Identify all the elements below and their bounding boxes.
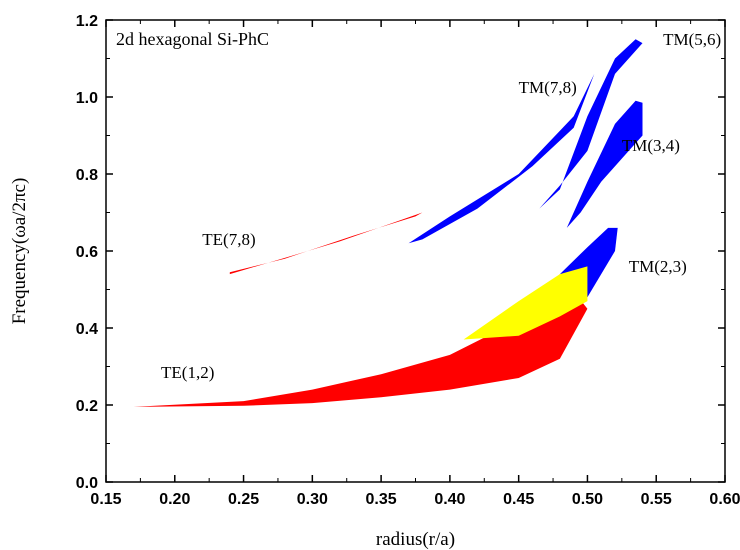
x-axis-title: radius(r/a) bbox=[376, 529, 455, 550]
region-complete bbox=[463, 266, 588, 340]
band-labels: TE(1,2) TE(7,8) TM(2,3) TM(3,4) TM(5,6) TM(7,… bbox=[161, 30, 721, 382]
x-tick-label: 0.60 bbox=[709, 491, 740, 508]
y-tick-label: 0.0 bbox=[76, 475, 98, 492]
band-label: TE(1,2) bbox=[161, 363, 214, 382]
chart-title: 2d hexagonal Si-PhC bbox=[116, 29, 269, 49]
x-tick-label: 0.20 bbox=[159, 491, 190, 508]
band-gap-regions bbox=[133, 39, 643, 407]
region-tm-5-6- bbox=[539, 39, 643, 209]
y-tick-label: 1.2 bbox=[76, 13, 98, 30]
x-tick-label: 0.30 bbox=[297, 491, 328, 508]
y-tick-label: 0.4 bbox=[76, 321, 98, 338]
region-te-7-8- bbox=[229, 212, 423, 275]
region-tm-3-4- bbox=[566, 100, 643, 228]
band-label: TE(7,8) bbox=[202, 230, 255, 249]
y-axis-title: Frequency(ωa/2πc) bbox=[9, 178, 30, 325]
region-te-1-2- bbox=[133, 274, 588, 407]
band-label: TM(2,3) bbox=[629, 257, 687, 276]
band-label: TM(7,8) bbox=[519, 78, 577, 97]
x-tick-label: 0.25 bbox=[228, 491, 259, 508]
x-tick-label: 0.50 bbox=[572, 491, 603, 508]
x-tick-label: 0.55 bbox=[641, 491, 672, 508]
y-tick-label: 1.0 bbox=[76, 90, 98, 107]
plot-frame bbox=[105, 19, 726, 483]
x-tick-label: 0.45 bbox=[503, 491, 534, 508]
band-label: TM(5,6) bbox=[663, 30, 721, 49]
y-tick-label: 0.8 bbox=[76, 167, 98, 184]
band-label: TM(3,4) bbox=[622, 136, 680, 155]
x-tick-label: 0.35 bbox=[366, 491, 397, 508]
x-tick-label: 0.40 bbox=[434, 491, 465, 508]
y-tick-label: 0.6 bbox=[76, 244, 98, 261]
axis-ticks: 0.15 0.20 0.25 0.30 0.35 0.40 0.45 0.50 0.55 0.60… bbox=[76, 13, 740, 508]
x-tick-label: 0.15 bbox=[90, 491, 121, 508]
region-tm-7-8- bbox=[408, 39, 602, 244]
y-tick-label: 0.2 bbox=[76, 398, 98, 415]
